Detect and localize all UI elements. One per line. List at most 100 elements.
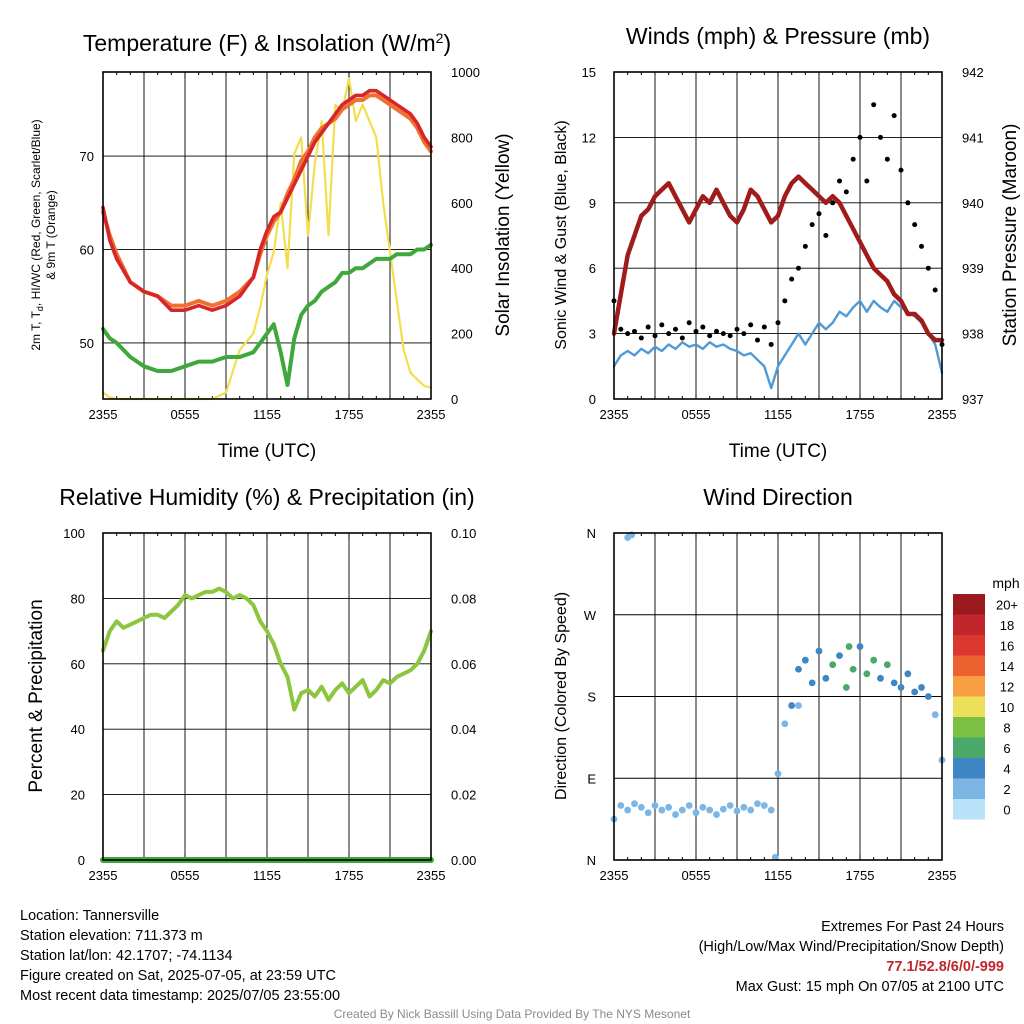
colorbar-title: mph: [992, 575, 1019, 591]
colorbar-label: 18: [1000, 618, 1014, 633]
direction-point: [644, 809, 652, 817]
y-tick-label-right: 939: [962, 261, 984, 276]
direction-point: [795, 665, 802, 673]
y-tick-label-right: 0.00: [451, 853, 476, 868]
elevation-text: Station elevation: 711.373 m: [20, 928, 203, 944]
created-text: Figure created on Sat, 2025-07-05, at 23…: [20, 968, 336, 984]
gust-point: [714, 328, 719, 334]
latlon-text: Station lat/lon: 42.1707; -74.1134: [20, 948, 233, 964]
extremes-info: Extremes For Past 24 Hours (High/Low/Max…: [699, 917, 1004, 997]
x-tick-label: 2355: [928, 868, 957, 883]
extremes-subtitle: (High/Low/Max Wind/Precipitation/Snow De…: [698, 939, 1004, 955]
wind-ylabel-left: Sonic Wind & Gust (Blue, Black): [553, 120, 570, 349]
gust-point: [796, 265, 801, 271]
direction-point: [699, 803, 707, 811]
gust-point: [809, 222, 815, 228]
colorbar-swatch: [953, 655, 985, 676]
x-tick-label: 2355: [600, 868, 629, 883]
temperature-title: Temperature (F) & Insolation (W/m2): [83, 30, 451, 56]
direction-point: [733, 807, 741, 815]
gust-point: [693, 328, 699, 334]
x-tick-label: 1155: [253, 407, 281, 422]
location-text: Location: Tannersville: [20, 908, 160, 924]
gust-point: [686, 320, 692, 326]
temperature-ylabel-right: Solar Insolation (Yellow): [493, 133, 514, 336]
x-tick-label: 1155: [764, 407, 792, 422]
gust-point: [830, 200, 836, 206]
gust-point: [741, 331, 747, 337]
credit-text: Created By Nick Bassill Using Data Provi…: [333, 1007, 691, 1021]
series-line-9mt: [101, 93, 433, 308]
gust-point: [782, 298, 788, 304]
direction-point: [870, 656, 878, 664]
colorbar-swatch: [953, 778, 985, 799]
direction-point: [767, 806, 775, 814]
colorbar-label: 14: [1000, 659, 1014, 674]
y-tick-label-right: 1000: [451, 65, 480, 80]
direction-point: [856, 643, 864, 650]
y-tick-label-right: 0.08: [451, 591, 476, 606]
plot-frame: [102, 71, 432, 400]
gust-point: [652, 333, 658, 339]
x-tick-label: 2355: [600, 407, 629, 422]
gust-point: [789, 276, 795, 282]
y-tick-label-right: 0.04: [451, 722, 476, 737]
y-tick-label-left: N: [587, 526, 596, 541]
y-tick-label-right: 0.06: [451, 657, 476, 672]
direction-point: [904, 670, 912, 678]
x-tick-label: 0555: [682, 407, 711, 422]
direction-point: [665, 803, 673, 811]
x-tick-label: 1155: [253, 868, 281, 883]
gust-point: [666, 331, 672, 337]
y-tick-label-right: 200: [451, 327, 473, 342]
gust-point: [912, 222, 918, 228]
gust-point: [748, 322, 754, 328]
colorbar-swatch: [953, 635, 985, 656]
direction-point: [931, 711, 939, 719]
gust-point: [761, 324, 767, 330]
gust-point: [898, 167, 904, 173]
plot-frame: [613, 71, 943, 400]
gust-point: [707, 333, 713, 339]
y-tick-label-left: 100: [63, 526, 85, 541]
direction-point: [924, 693, 932, 700]
colorbar-label: 20+: [996, 597, 1018, 612]
series-line-2mt: [101, 88, 433, 312]
gust-point: [816, 211, 822, 217]
colorbar-label: 4: [1003, 761, 1010, 776]
gust-point: [632, 328, 637, 334]
colorbar-swatch: [953, 799, 985, 820]
colorbar-label: 2: [1003, 782, 1010, 797]
gust-point: [891, 113, 897, 119]
humidity-precip-panel: Relative Humidity (%) & Precipitation (i…: [26, 484, 476, 883]
y-tick-label-left: 20: [71, 788, 85, 803]
colorbar-label: 16: [1000, 638, 1014, 653]
gust-point: [919, 243, 924, 249]
y-tick-label-right: 941: [962, 130, 984, 145]
temperature-xlabel: Time (UTC): [218, 441, 317, 462]
gust-point: [755, 337, 760, 343]
y-tick-label-left: 9: [589, 196, 596, 211]
gust-point: [932, 287, 938, 293]
plot-frame: [613, 532, 943, 861]
x-tick-label: 1755: [846, 868, 875, 883]
gust-point: [659, 322, 665, 328]
colorbar-swatch: [953, 758, 985, 779]
gust-point: [850, 156, 856, 162]
direction-point: [747, 806, 755, 814]
colorbar-label: 10: [1000, 700, 1014, 715]
direction-point: [692, 809, 700, 817]
y-tick-label-right: 942: [962, 65, 984, 80]
y-tick-label-left: S: [587, 690, 596, 705]
y-tick-label-right: 938: [962, 327, 984, 342]
direction-title: Wind Direction: [703, 484, 853, 510]
colorbar-label: 8: [1003, 720, 1010, 735]
colorbar-label: 12: [1000, 679, 1014, 694]
y-tick-label-right: 0.02: [451, 788, 476, 803]
colorbar-swatch: [953, 594, 985, 615]
gust-point: [625, 331, 631, 337]
x-tick-label: 0555: [171, 868, 200, 883]
direction-point: [624, 806, 632, 814]
gust-point: [734, 326, 740, 332]
